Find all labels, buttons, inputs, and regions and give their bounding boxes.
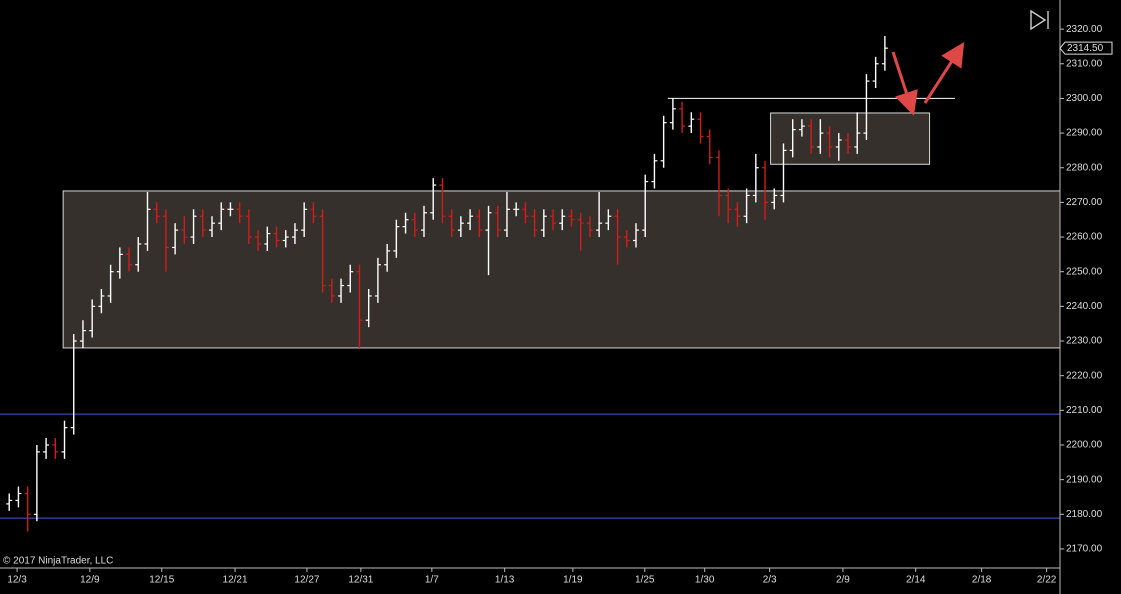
x-tick-label: 2/14 (906, 575, 926, 586)
x-tick-label: 12/15 (149, 575, 174, 586)
x-tick-label: 2/18 (972, 575, 992, 586)
x-tick-label: 12/27 (294, 575, 319, 586)
y-tick-label: 2250.00 (1066, 266, 1103, 277)
arrow-down (891, 51, 918, 116)
x-tick-label: 1/7 (425, 575, 439, 586)
y-tick-label: 2270.00 (1066, 197, 1103, 208)
x-tick-label: 12/3 (7, 575, 27, 586)
y-tick-label: 2260.00 (1066, 232, 1103, 243)
x-tick-label: 1/30 (695, 575, 715, 586)
y-tick-label: 2230.00 (1066, 336, 1103, 347)
copyright: © 2017 NinjaTrader, LLC (3, 556, 113, 567)
x-tick-label: 1/19 (563, 575, 583, 586)
x-tick-label: 2/3 (763, 575, 777, 586)
y-tick-label: 2210.00 (1066, 405, 1103, 416)
last-price-box (1059, 41, 1113, 55)
y-tick-label: 2220.00 (1066, 370, 1103, 381)
y-tick-label: 2320.00 (1066, 24, 1103, 35)
arrow-up (923, 41, 965, 104)
x-tick-label: 1/25 (635, 575, 655, 586)
y-tick-label: 2180.00 (1066, 509, 1103, 520)
zone (770, 112, 931, 165)
y-tick-label: 2310.00 (1066, 58, 1103, 69)
y-tick-label: 2170.00 (1066, 544, 1103, 555)
y-tick-label: 2240.00 (1066, 301, 1103, 312)
nav-icon[interactable] (1030, 9, 1049, 31)
x-tick-label: 2/22 (1037, 575, 1057, 586)
y-tick-label: 2200.00 (1066, 440, 1103, 451)
y-tick-label: 2280.00 (1066, 162, 1103, 173)
x-tick-label: 1/13 (495, 575, 515, 586)
x-tick-label: 2/9 (836, 575, 850, 586)
x-tick-label: 12/9 (80, 575, 100, 586)
last-price-label: 2314.50 (1067, 43, 1104, 54)
y-tick-label: 2190.00 (1066, 474, 1103, 485)
y-tick-label: 2290.00 (1066, 128, 1103, 139)
x-tick-label: 12/21 (223, 575, 248, 586)
y-tick-label: 2300.00 (1066, 93, 1103, 104)
x-tick-label: 12/31 (348, 575, 373, 586)
